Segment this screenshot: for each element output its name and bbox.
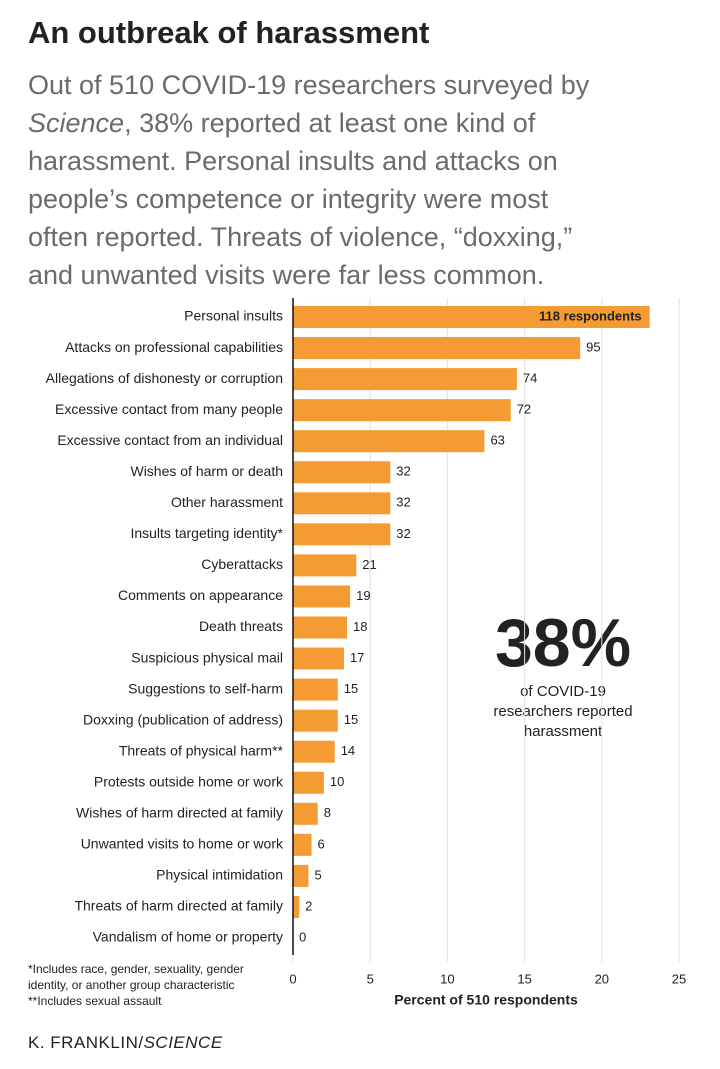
footnote: **Includes sexual assault	[28, 994, 162, 1008]
y-tick-label: Threats of physical harm**	[119, 742, 284, 758]
bar	[293, 833, 312, 856]
value-label: 15	[344, 681, 358, 696]
bar	[293, 430, 485, 453]
bar	[293, 368, 517, 391]
value-label: 32	[396, 526, 410, 541]
value-label: 21	[362, 557, 376, 572]
bar	[293, 709, 338, 732]
subtitle: Science	[28, 108, 124, 138]
annotation-text: harassment	[524, 723, 603, 740]
value-label: 10	[330, 774, 344, 789]
y-tick-label: Wishes of harm directed at family	[76, 805, 283, 821]
bar	[293, 802, 318, 825]
value-label: 118 respondents	[539, 308, 642, 323]
value-label: 17	[350, 650, 364, 665]
bar	[293, 678, 338, 701]
value-label: 74	[523, 371, 537, 386]
annotation-text: researchers reported	[493, 703, 632, 720]
y-tick-label: Physical intimidation	[156, 867, 283, 883]
y-tick-label: Allegations of dishonesty or corruption	[46, 370, 283, 386]
bar	[293, 523, 391, 546]
x-tick-label: 25	[672, 971, 686, 986]
x-axis-label: Percent of 510 respondents	[394, 992, 578, 1008]
y-tick-label: Insults targeting identity*	[130, 525, 283, 541]
footnote: identity, or another group characteristi…	[28, 978, 235, 992]
y-tick-label: Protests outside home or work	[94, 773, 284, 789]
credit: SCIENCE	[144, 1033, 223, 1052]
bar	[293, 585, 351, 608]
y-tick-label: Suspicious physical mail	[131, 649, 283, 665]
value-label: 72	[517, 402, 531, 417]
y-tick-label: Attacks on professional capabilities	[65, 339, 283, 355]
y-tick-label: Excessive contact from many people	[55, 401, 283, 417]
bar	[293, 895, 300, 918]
x-tick-label: 5	[367, 971, 374, 986]
bar	[293, 616, 348, 639]
y-tick-label: Unwanted visits to home or work	[81, 836, 284, 852]
subtitle: people’s competence or integrity were mo…	[28, 184, 549, 214]
y-tick-label: Wishes of harm or death	[130, 463, 283, 479]
y-tick-label: Other harassment	[171, 494, 283, 510]
subtitle: Science, 38% reported at least one kind …	[28, 108, 536, 138]
bar	[293, 306, 650, 328]
bar	[293, 647, 344, 670]
x-tick-label: 20	[595, 971, 609, 986]
subtitle: harassment. Personal insults and attacks…	[28, 146, 558, 176]
annotation-text: of COVID-19	[520, 683, 606, 700]
x-tick-label: 0	[289, 971, 296, 986]
y-tick-label: Threats of harm directed at family	[74, 898, 283, 914]
credit: K. FRANKLIN/	[28, 1033, 144, 1052]
annotation-big: 38%	[495, 605, 631, 681]
x-tick-label: 15	[517, 971, 531, 986]
y-tick-label: Death threats	[199, 618, 283, 634]
value-label: 14	[341, 743, 355, 758]
value-label: 5	[314, 867, 321, 882]
credit: K. FRANKLIN/SCIENCE	[28, 1033, 223, 1052]
chart-title: An outbreak of harassment	[28, 15, 429, 50]
value-label: 15	[344, 712, 358, 727]
value-label: 63	[490, 433, 504, 448]
value-label: 32	[396, 464, 410, 479]
value-label: 2	[305, 898, 312, 913]
value-label: 95	[586, 339, 600, 354]
value-label: 19	[356, 588, 370, 603]
subtitle: Out of 510 COVID-19 researchers surveyed…	[28, 70, 590, 100]
subtitle: , 38% reported at least one kind of	[124, 108, 536, 138]
bar	[293, 554, 357, 577]
y-tick-label: Suggestions to self-harm	[128, 680, 283, 696]
y-tick-label: Cyberattacks	[201, 556, 283, 572]
value-label: 6	[318, 836, 325, 851]
value-label: 32	[396, 495, 410, 510]
y-tick-label: Personal insults	[184, 308, 283, 324]
y-tick-label: Excessive contact from an individual	[57, 432, 283, 448]
bar	[293, 399, 511, 422]
subtitle: and unwanted visits were far less common…	[28, 260, 544, 290]
value-label: 0	[299, 929, 306, 944]
y-tick-label: Comments on appearance	[118, 587, 283, 603]
value-label: 8	[324, 805, 331, 820]
bar	[293, 461, 391, 484]
footnote: *Includes race, gender, sexuality, gende…	[28, 962, 244, 976]
bar	[293, 864, 309, 887]
x-tick-label: 10	[440, 971, 454, 986]
value-label: 18	[353, 619, 367, 634]
bar	[293, 740, 335, 763]
bar	[293, 771, 324, 794]
subtitle: often reported. Threats of violence, “do…	[28, 222, 572, 252]
y-tick-label: Doxxing (publication of address)	[83, 711, 283, 727]
y-tick-label: Vandalism of home or property	[93, 929, 283, 945]
bar	[293, 492, 391, 515]
bar	[293, 337, 581, 360]
